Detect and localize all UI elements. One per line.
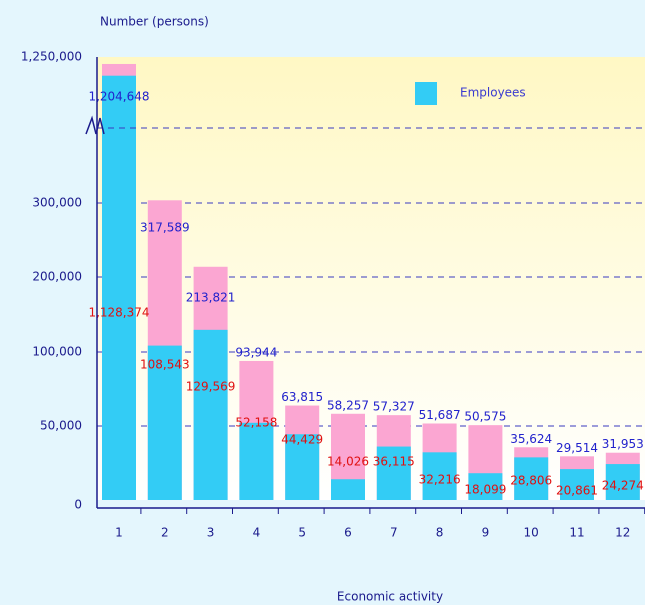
employee-label: 52,158: [235, 416, 277, 430]
x-tick-label: 3: [207, 526, 215, 540]
x-tick-label: 1: [115, 526, 123, 540]
y-tick-label: 200,000: [32, 270, 82, 284]
employee-label: 32,216: [419, 473, 461, 487]
y-tick-label: 50,000: [40, 419, 82, 433]
employee-label: 24,274: [602, 479, 644, 493]
total-label: 35,624: [510, 432, 552, 446]
x-tick-label: 5: [298, 526, 306, 540]
total-label: 93,944: [235, 345, 277, 359]
employee-label: 18,099: [464, 483, 506, 497]
y-tick-label: 100,000: [32, 345, 82, 359]
employee-label: 36,115: [373, 455, 415, 469]
total-label: 58,257: [327, 398, 369, 412]
y-tick-label: 300,000: [32, 196, 82, 210]
x-tick-label: 9: [482, 526, 490, 540]
employee-bar: [514, 457, 549, 500]
total-label: 31,953: [602, 437, 644, 451]
y-axis-label: Number (persons): [100, 15, 209, 29]
total-label: 57,327: [373, 400, 415, 414]
total-label: 1,204,648: [88, 90, 149, 104]
total-label: 63,815: [281, 390, 323, 404]
y-tick-label: 1,250,000: [21, 50, 82, 64]
employee-label: 129,569: [186, 380, 236, 394]
total-label: 29,514: [556, 441, 598, 455]
employee-bar: [560, 469, 594, 500]
total-label: 317,589: [140, 221, 190, 235]
legend-swatch: [415, 82, 437, 105]
x-tick-label: 10: [524, 526, 539, 540]
employee-bar: [285, 434, 320, 500]
employee-bar: [193, 329, 228, 500]
employee-bar: [147, 345, 182, 500]
legend-label: Employees: [460, 86, 526, 100]
total-label: 50,575: [464, 410, 506, 424]
x-axis-label: Economic activity: [337, 590, 443, 604]
employee-bar: [422, 452, 457, 500]
employee-label: 44,429: [281, 433, 323, 447]
employee-label: 14,026: [327, 455, 369, 469]
x-tick-label: 7: [390, 526, 398, 540]
employee-label: 20,861: [556, 484, 598, 498]
employee-bar: [605, 464, 640, 500]
y-tick-label: 0: [74, 498, 82, 512]
axis-break: [85, 115, 105, 135]
x-tick-label: 4: [253, 526, 261, 540]
x-tick-label: 6: [344, 526, 352, 540]
employee-label: 28,806: [510, 474, 552, 488]
employee-label: 108,543: [140, 358, 190, 372]
employee-bar: [102, 75, 136, 501]
employee-bar: [468, 473, 503, 500]
x-tick-label: 12: [615, 526, 630, 540]
employee-bar: [239, 422, 274, 500]
employee-bar: [331, 479, 365, 500]
x-tick-label: 8: [436, 526, 444, 540]
total-label: 213,821: [186, 291, 236, 305]
employee-label: 1,128,374: [88, 306, 149, 320]
x-tick-label: 11: [569, 526, 584, 540]
employee-bar: [376, 446, 411, 500]
total-label: 51,687: [419, 408, 461, 422]
x-tick-label: 2: [161, 526, 169, 540]
